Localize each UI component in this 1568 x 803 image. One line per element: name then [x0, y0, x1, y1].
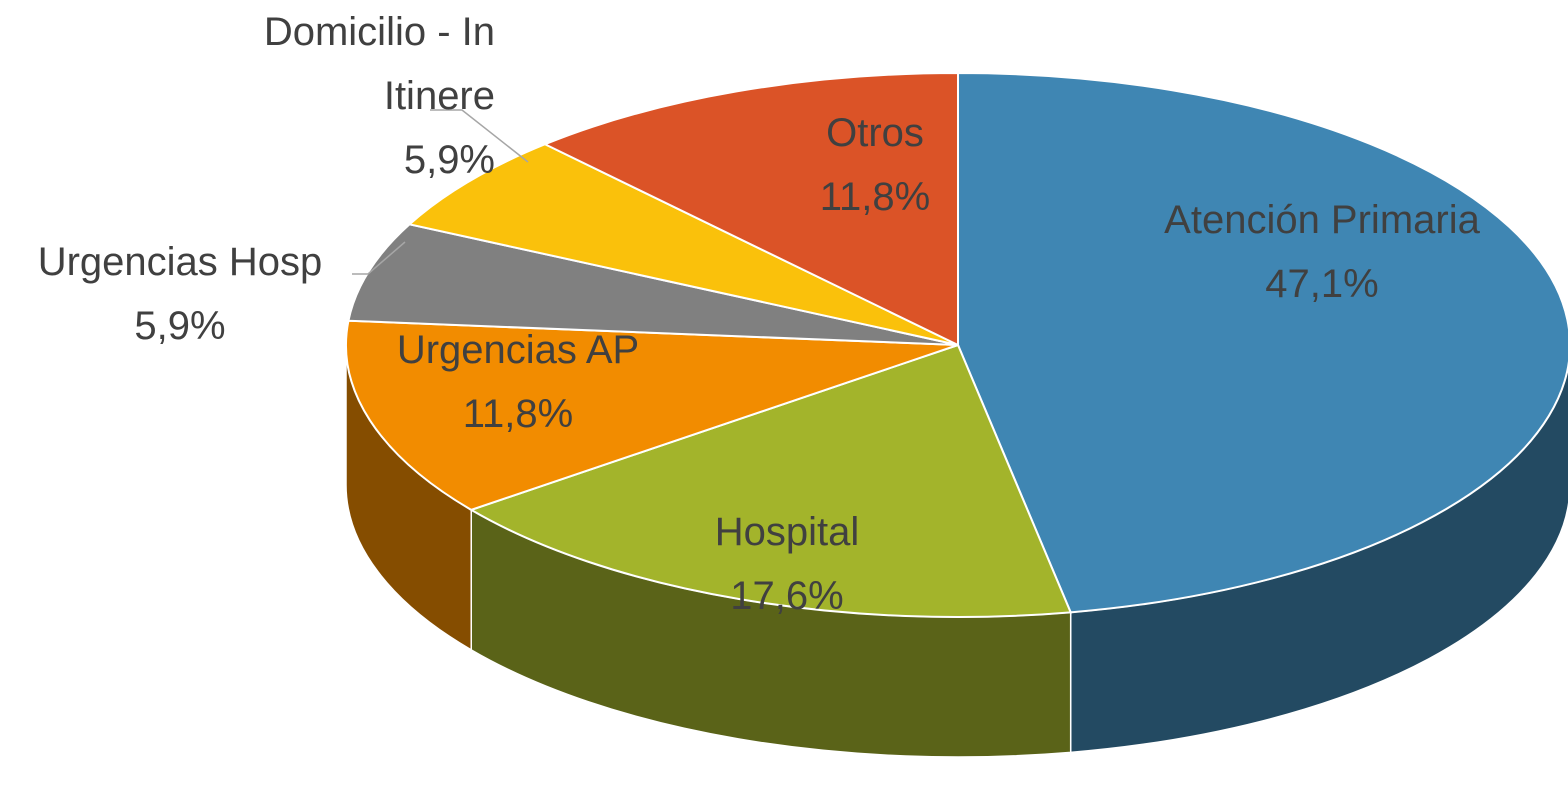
- slice: [345, 319, 959, 511]
- value-label: 47,1%: [1265, 262, 1379, 306]
- slice: [347, 223, 959, 346]
- data-label: Domicilio - In Itinere 5,9%: [150, 0, 495, 192]
- slice: [407, 143, 959, 346]
- value-label: 11,8%: [819, 175, 931, 219]
- slice: [542, 71, 959, 347]
- leader-line: [352, 241, 406, 275]
- value-label: 17,6%: [730, 574, 844, 618]
- value-label: 5,9%: [134, 304, 226, 348]
- leader-line: [430, 109, 529, 163]
- category-label: Atención Primaria: [1164, 198, 1480, 242]
- value-label: 5,9%: [403, 138, 495, 182]
- data-label: Urgencias Hosp 5,9%: [0, 230, 360, 358]
- category-label: Otros: [826, 111, 924, 155]
- category-label: Urgencias Hosp: [37, 240, 323, 284]
- category-label: Domicilio - In Itinere: [263, 10, 495, 118]
- category-label: Urgencias AP: [396, 328, 640, 372]
- data-label: Atención Primaria 47,1%: [1122, 188, 1522, 316]
- slice: [468, 343, 1073, 618]
- data-label: Otros 11,8%: [725, 101, 1025, 229]
- value-label: 11,8%: [462, 392, 574, 436]
- slice: [957, 71, 1568, 614]
- category-label: Hospital: [714, 510, 860, 554]
- data-label: Urgencias AP 11,8%: [318, 318, 718, 446]
- data-label: Hospital 17,6%: [587, 500, 987, 628]
